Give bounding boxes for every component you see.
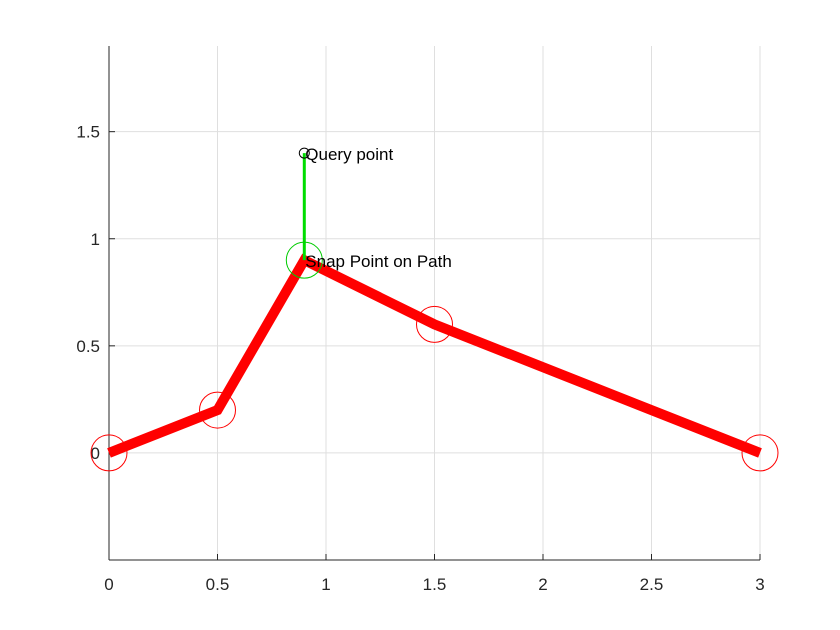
grid <box>108 46 761 560</box>
query-point-label: Query point <box>305 145 393 164</box>
markers-layer <box>90 147 779 472</box>
y-tick-label: 0.5 <box>76 337 100 356</box>
x-tick-label: 0.5 <box>206 575 230 594</box>
annotations-layer: Query point Snap Point on Path <box>305 145 452 271</box>
y-tick-label: 0 <box>91 444 100 463</box>
waypoint-marker <box>199 391 236 429</box>
x-tick-label: 1 <box>321 575 330 594</box>
x-tick-label: 2 <box>538 575 547 594</box>
x-tick-label: 2.5 <box>640 575 664 594</box>
waypoint-marker <box>416 305 453 343</box>
y-tick-label: 1 <box>91 230 100 249</box>
x-tick-label: 1.5 <box>423 575 447 594</box>
waypoint-marker <box>90 434 128 472</box>
x-tick-label: 0 <box>104 575 113 594</box>
x-tick-label: 3 <box>755 575 764 594</box>
y-tick-label: 1.5 <box>76 123 100 142</box>
axes: 0 0.5 1 1.5 2 2.5 3 0 0.5 1 1.5 <box>76 46 765 594</box>
snap-point-label: Snap Point on Path <box>305 252 452 271</box>
query-point-marker <box>298 147 310 159</box>
waypoint-marker <box>741 434 779 472</box>
snap-point-marker <box>285 241 323 279</box>
